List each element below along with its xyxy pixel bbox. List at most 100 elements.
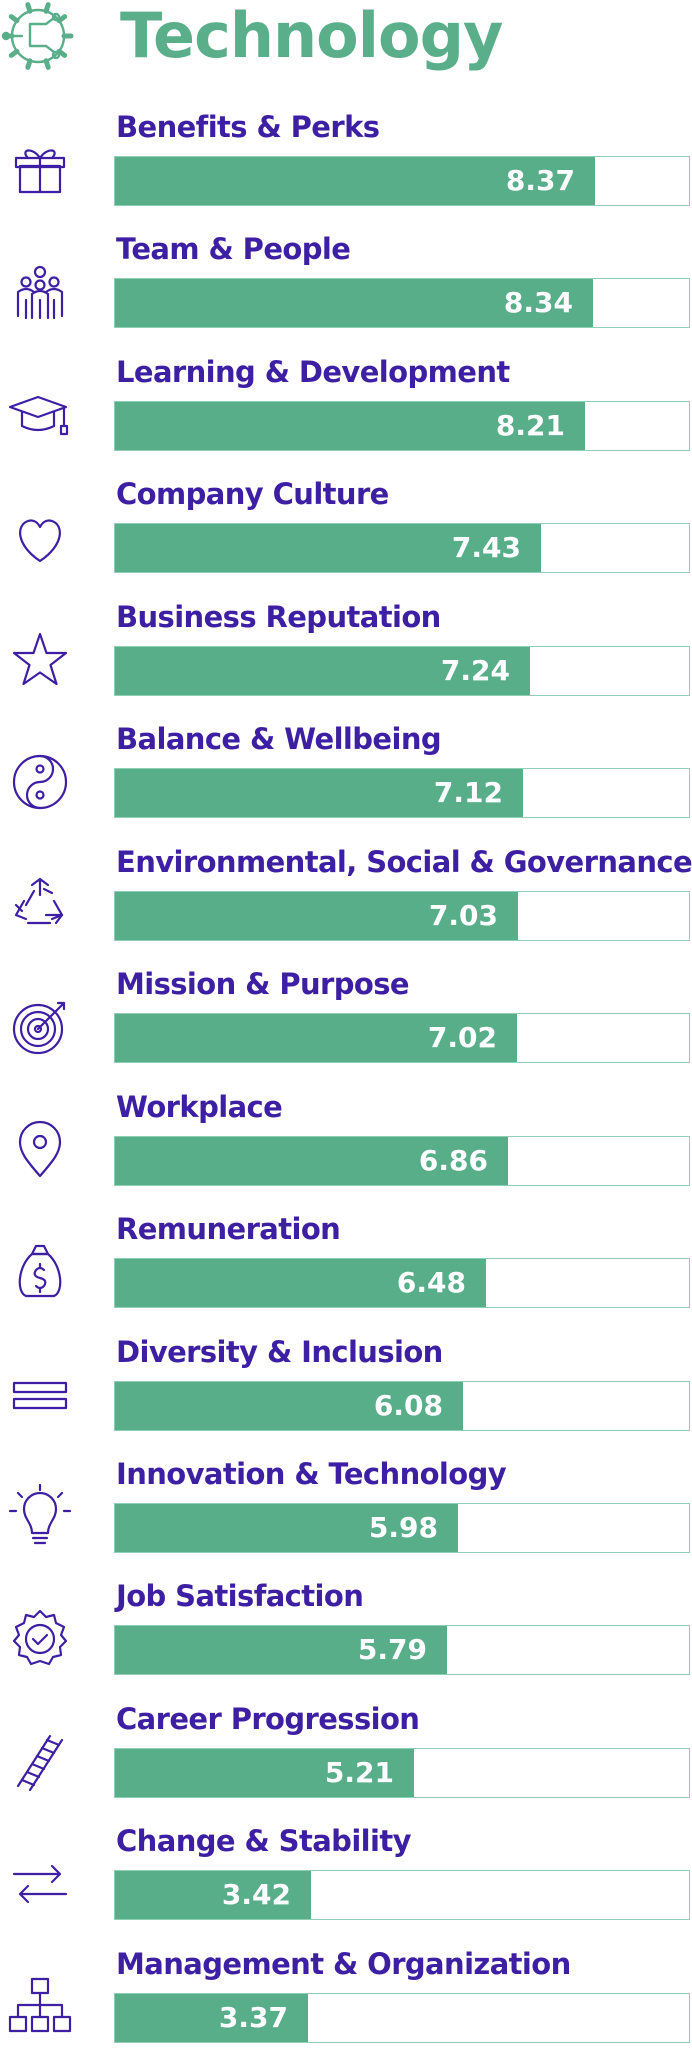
bar-track: 7.03 <box>114 890 690 941</box>
bar-row-environmental-social-and-governance: Environmental, Social & Governance 7.03 <box>0 841 692 963</box>
bar-row-workplace: Workplace 6.86 <box>0 1086 692 1208</box>
bar-track: 7.43 <box>114 523 690 574</box>
bar-track: 6.86 <box>114 1135 690 1186</box>
bar-value-label: 8.37 <box>505 164 575 197</box>
bar: 8.34 <box>115 279 593 328</box>
gift-icon <box>14 149 66 194</box>
graduation-cap-icon <box>8 395 69 435</box>
category-label: Remuneration <box>116 1212 341 1246</box>
bar-value-label: 5.98 <box>368 1511 438 1544</box>
bar-value-label: 6.08 <box>373 1388 443 1422</box>
bar: 7.24 <box>115 646 530 695</box>
bar-track: 5.21 <box>114 1747 690 1798</box>
bar: 5.79 <box>115 1626 447 1675</box>
bar-row-change-and-stability: Change & Stability 3.42 <box>0 1820 692 1942</box>
bar-value-label: 5.21 <box>324 1755 394 1789</box>
bar-value-label: 6.86 <box>418 1143 488 1177</box>
bar-row-career-progression: Career Progression 5.21 <box>0 1698 692 1820</box>
bar-value-label: 8.21 <box>495 408 565 442</box>
bar-value-label: 7.03 <box>428 898 498 932</box>
equals-icon <box>12 1381 68 1409</box>
category-label: Environmental, Social & Governance <box>116 844 692 879</box>
bar-value-label: 3.37 <box>218 2000 288 2034</box>
category-label: Benefits & Perks <box>116 110 380 144</box>
bar: 7.02 <box>115 1014 517 1063</box>
category-label: Job Satisfaction <box>116 1579 364 1614</box>
category-label: Career Progression <box>116 1701 420 1736</box>
bar-value-label: 5.79 <box>357 1633 427 1667</box>
category-label: Learning & Development <box>116 354 510 389</box>
star-icon <box>12 632 68 685</box>
bar: 3.42 <box>115 1871 311 1920</box>
category-label: Diversity & Inclusion <box>116 1334 443 1369</box>
bar-track: 3.37 <box>114 1992 690 2043</box>
bar-row-remuneration: Remuneration 6.48 <box>0 1208 692 1330</box>
bar: 8.37 <box>115 157 595 205</box>
bar-track: 6.08 <box>114 1380 690 1431</box>
category-label: Balance & Wellbeing <box>116 722 442 757</box>
category-label: Workplace <box>116 1089 283 1124</box>
badge-check-icon <box>12 1610 68 1666</box>
target-icon <box>12 1001 66 1055</box>
bar-row-mission-and-purpose: Mission & Purpose 7.02 <box>0 963 692 1085</box>
bar: 6.08 <box>115 1381 463 1430</box>
bar-track: 5.79 <box>114 1625 690 1676</box>
bar: 5.21 <box>115 1748 414 1797</box>
bar-track: 7.24 <box>114 645 690 696</box>
bar-row-company-culture: Company Culture 7.43 <box>0 473 692 595</box>
page-header: Technology <box>0 0 692 76</box>
category-label: Business Reputation <box>116 599 441 634</box>
ladder-icon <box>16 1734 64 1791</box>
category-label: Innovation & Technology <box>116 1457 507 1491</box>
category-label: Team & People <box>116 232 351 267</box>
arrows-exchange-icon <box>12 1865 68 1904</box>
lightbulb-icon <box>8 1483 72 1545</box>
bar: 8.21 <box>115 401 585 450</box>
category-label: Mission & Purpose <box>116 967 410 1002</box>
bar: 5.98 <box>115 1504 458 1552</box>
bar-value-label: 7.12 <box>433 776 503 810</box>
bar-track: 8.37 <box>114 156 690 206</box>
bar-value-label: 3.42 <box>221 1878 291 1912</box>
bar-value-label: 8.34 <box>503 286 573 320</box>
bar: 7.12 <box>115 769 523 818</box>
location-pin-icon <box>18 1120 62 1177</box>
bar-value-label: 6.48 <box>396 1266 466 1299</box>
bar-row-balance-and-wellbeing: Balance & Wellbeing 7.12 <box>0 718 692 840</box>
bar-row-business-reputation: Business Reputation 7.24 <box>0 596 692 718</box>
bar-value-label: 7.24 <box>440 653 510 687</box>
category-label: Management & Organization <box>116 1946 571 1981</box>
bar-track: 7.02 <box>114 1013 690 1064</box>
category-label: Change & Stability <box>116 1824 412 1859</box>
bar-track: 6.48 <box>114 1258 690 1308</box>
bar-track: 7.12 <box>114 768 690 819</box>
money-bag-icon <box>18 1244 62 1298</box>
category-label: Company Culture <box>116 477 389 512</box>
bar: 3.37 <box>115 1993 308 2042</box>
bar-row-innovation-and-technology: Innovation & Technology 5.98 <box>0 1453 692 1575</box>
technology-circuit-icon <box>1 2 74 70</box>
yin-yang-icon <box>12 755 68 810</box>
bar-row-diversity-and-inclusion: Diversity & Inclusion 6.08 <box>0 1331 692 1453</box>
team-icon <box>16 266 64 320</box>
recycle-icon <box>14 877 64 924</box>
bar-row-team-and-people: Team & People 8.34 <box>0 228 692 350</box>
bar-row-learning-and-development: Learning & Development 8.21 <box>0 351 692 473</box>
bar-row-benefits-and-perks: Benefits & Perks 8.37 <box>0 106 692 228</box>
page-title: Technology <box>120 0 503 72</box>
heart-icon <box>19 519 61 563</box>
bar: 7.03 <box>115 891 518 940</box>
bar-value-label: 7.43 <box>451 531 521 565</box>
bar: 6.48 <box>115 1259 486 1307</box>
bar: 7.43 <box>115 524 541 573</box>
bar-value-label: 7.02 <box>427 1021 497 1055</box>
bar-track: 5.98 <box>114 1503 690 1553</box>
bar-row-management-and-organization: Management & Organization 3.37 <box>0 1943 692 2065</box>
bar-row-job-satisfaction: Job Satisfaction 5.79 <box>0 1575 692 1697</box>
org-chart-icon <box>8 1977 72 2032</box>
bar-track: 8.21 <box>114 400 690 451</box>
bar-track: 3.42 <box>114 1870 690 1921</box>
bar: 6.86 <box>115 1136 508 1185</box>
bar-track: 8.34 <box>114 278 690 329</box>
